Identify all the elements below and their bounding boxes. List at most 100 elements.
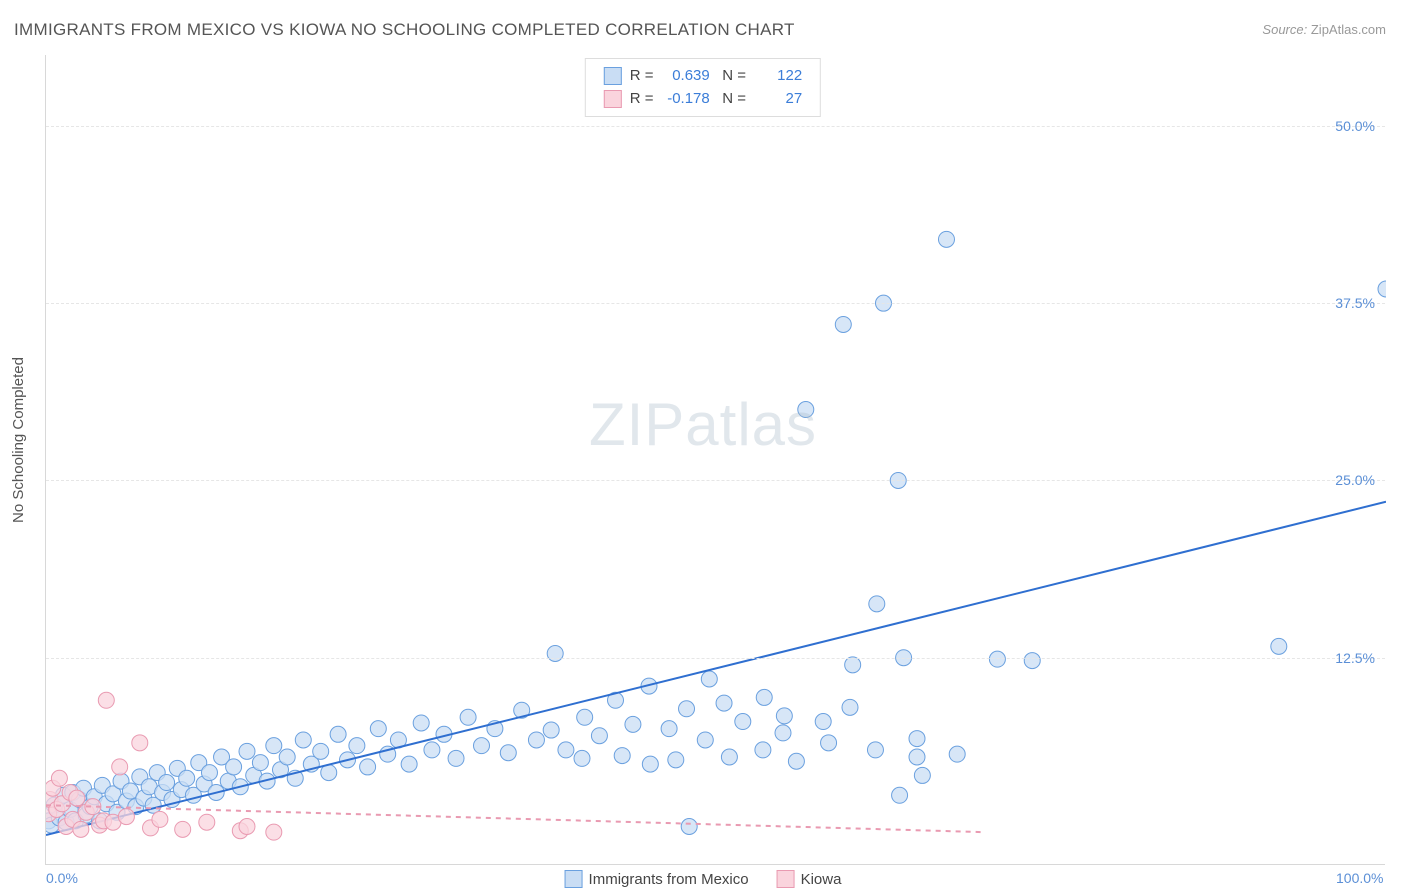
data-point[interactable]: [295, 732, 311, 748]
legend-label: Immigrants from Mexico: [589, 871, 749, 888]
data-point[interactable]: [360, 759, 376, 775]
data-point[interactable]: [625, 716, 641, 732]
data-point[interactable]: [266, 738, 282, 754]
data-point[interactable]: [909, 749, 925, 765]
data-point[interactable]: [775, 725, 791, 741]
data-point[interactable]: [845, 657, 861, 673]
data-point[interactable]: [591, 728, 607, 744]
data-point[interactable]: [424, 742, 440, 758]
legend-item[interactable]: Kiowa: [777, 870, 842, 888]
data-point[interactable]: [821, 735, 837, 751]
chart-plot-area: 12.5%25.0%37.5%50.0%0.0%100.0%: [45, 55, 1385, 865]
data-point[interactable]: [226, 759, 242, 775]
data-point[interactable]: [252, 755, 268, 771]
data-point[interactable]: [909, 731, 925, 747]
data-point[interactable]: [132, 735, 148, 751]
stats-legend-box: R = 0.639 N = 122R = -0.178 N = 27: [585, 58, 821, 117]
data-point[interactable]: [668, 752, 684, 768]
data-point[interactable]: [614, 748, 630, 764]
chart-title: IMMIGRANTS FROM MEXICO VS KIOWA NO SCHOO…: [14, 20, 795, 40]
data-point[interactable]: [179, 770, 195, 786]
data-point[interactable]: [547, 645, 563, 661]
data-point[interactable]: [73, 821, 89, 837]
data-point[interactable]: [756, 689, 772, 705]
stats-text: R = -0.178 N = 27: [630, 88, 802, 111]
legend-swatch: [604, 90, 622, 108]
stats-text: R = 0.639 N = 122: [630, 65, 802, 88]
data-point[interactable]: [118, 809, 134, 825]
data-point[interactable]: [701, 671, 717, 687]
data-point[interactable]: [679, 701, 695, 717]
legend-swatch: [777, 870, 795, 888]
data-point[interactable]: [721, 749, 737, 765]
data-point[interactable]: [558, 742, 574, 758]
data-point[interactable]: [577, 709, 593, 725]
data-point[interactable]: [460, 709, 476, 725]
data-point[interactable]: [914, 767, 930, 783]
data-point[interactable]: [642, 756, 658, 772]
data-point[interactable]: [681, 818, 697, 834]
scatter-svg: [46, 55, 1386, 865]
data-point[interactable]: [661, 721, 677, 737]
data-point[interactable]: [500, 745, 516, 761]
data-point[interactable]: [330, 726, 346, 742]
y-tick-label: 25.0%: [1335, 472, 1375, 488]
x-tick-label: 0.0%: [46, 870, 78, 886]
gridline: [46, 303, 1385, 304]
data-point[interactable]: [574, 750, 590, 766]
data-point[interactable]: [349, 738, 365, 754]
data-point[interactable]: [199, 814, 215, 830]
data-point[interactable]: [1378, 281, 1386, 297]
data-point[interactable]: [755, 742, 771, 758]
data-point[interactable]: [112, 759, 128, 775]
data-point[interactable]: [413, 715, 429, 731]
data-point[interactable]: [949, 746, 965, 762]
data-point[interactable]: [697, 732, 713, 748]
data-point[interactable]: [266, 824, 282, 840]
gridline: [46, 658, 1385, 659]
stats-row: R = 0.639 N = 122: [604, 65, 802, 88]
data-point[interactable]: [313, 743, 329, 759]
data-point[interactable]: [735, 714, 751, 730]
data-point[interactable]: [98, 692, 114, 708]
data-point[interactable]: [1271, 638, 1287, 654]
data-point[interactable]: [51, 770, 67, 786]
data-point[interactable]: [798, 402, 814, 418]
data-point[interactable]: [239, 743, 255, 759]
data-point[interactable]: [370, 721, 386, 737]
data-point[interactable]: [842, 699, 858, 715]
stats-row: R = -0.178 N = 27: [604, 88, 802, 111]
data-point[interactable]: [776, 708, 792, 724]
data-point[interactable]: [239, 818, 255, 834]
data-point[interactable]: [938, 231, 954, 247]
data-point[interactable]: [279, 749, 295, 765]
data-point[interactable]: [201, 765, 217, 781]
data-point[interactable]: [867, 742, 883, 758]
data-point[interactable]: [528, 732, 544, 748]
legend-swatch: [604, 67, 622, 85]
data-point[interactable]: [175, 821, 191, 837]
data-point[interactable]: [815, 714, 831, 730]
y-tick-label: 37.5%: [1335, 295, 1375, 311]
data-point[interactable]: [543, 722, 559, 738]
data-point[interactable]: [869, 596, 885, 612]
y-tick-label: 12.5%: [1335, 650, 1375, 666]
data-point[interactable]: [69, 790, 85, 806]
y-axis-label: No Schooling Completed: [10, 357, 27, 523]
legend-label: Kiowa: [801, 871, 842, 888]
data-point[interactable]: [448, 750, 464, 766]
source-value: ZipAtlas.com: [1311, 22, 1386, 37]
data-point[interactable]: [788, 753, 804, 769]
data-point[interactable]: [401, 756, 417, 772]
data-point[interactable]: [716, 695, 732, 711]
data-point[interactable]: [474, 738, 490, 754]
source-label: Source:: [1262, 22, 1307, 37]
data-point[interactable]: [159, 775, 175, 791]
data-point[interactable]: [152, 811, 168, 827]
data-point[interactable]: [989, 651, 1005, 667]
data-point[interactable]: [1024, 653, 1040, 669]
data-point[interactable]: [892, 787, 908, 803]
data-point[interactable]: [835, 316, 851, 332]
legend-item[interactable]: Immigrants from Mexico: [565, 870, 749, 888]
x-tick-label: 100.0%: [1336, 870, 1383, 886]
